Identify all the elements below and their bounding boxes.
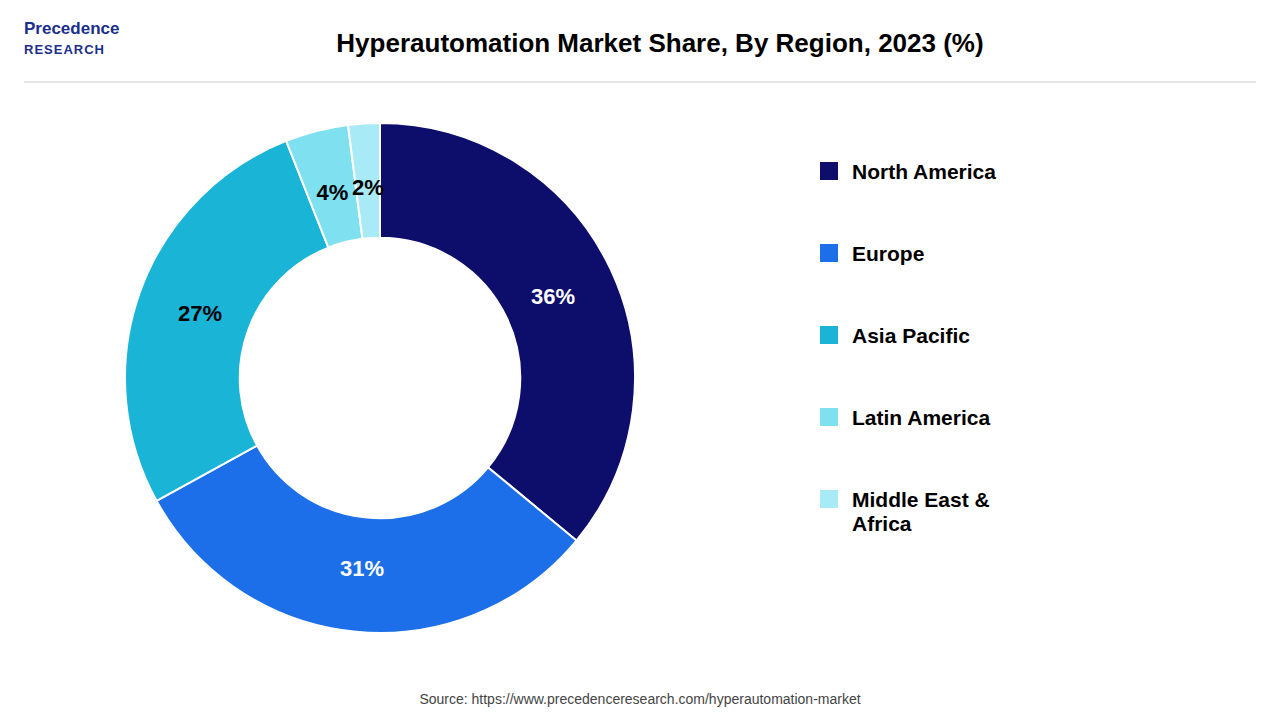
data-label: 27% (178, 301, 222, 326)
slice (157, 446, 577, 633)
data-label: 2% (352, 175, 384, 200)
legend-item: Latin America (820, 406, 990, 429)
source: Source: https://www.precedenceresearch.c… (419, 691, 860, 707)
logo-bottom: RESEARCH (24, 42, 105, 57)
slice (125, 141, 328, 501)
legend-item: Asia Pacific (820, 324, 970, 347)
chart: Precedence RESEARCH Hyperautomation Market… (0, 0, 1280, 720)
data-label: 4% (317, 180, 349, 205)
slice (380, 123, 635, 541)
legend-label: Asia Pacific (852, 324, 970, 347)
legend: North America Europe Asia Pacific Latin Ame… (820, 160, 996, 535)
title-rule (24, 81, 1256, 82)
logo-top: Precedence (24, 19, 119, 38)
legend-label: Middle East &Africa (852, 488, 990, 535)
plot (125, 123, 635, 633)
legend-swatch (820, 326, 838, 344)
legend-swatch (820, 490, 838, 508)
legend-item: North America (820, 160, 996, 183)
title: Hyperautomation Market Share, By Region,… (336, 28, 983, 58)
legend-label: Europe (852, 242, 924, 265)
legend-item: Middle East &Africa (820, 488, 990, 535)
legend-swatch (820, 244, 838, 262)
data-labels: 36% 31% 27% 4%2% (178, 175, 575, 581)
legend-swatch (820, 408, 838, 426)
data-label: 31% (340, 556, 384, 581)
legend-label: Latin America (852, 406, 990, 429)
legend-item: Europe (820, 242, 924, 265)
data-label: 36% (531, 284, 575, 309)
legend-label: North America (852, 160, 996, 183)
legend-swatch (820, 162, 838, 180)
